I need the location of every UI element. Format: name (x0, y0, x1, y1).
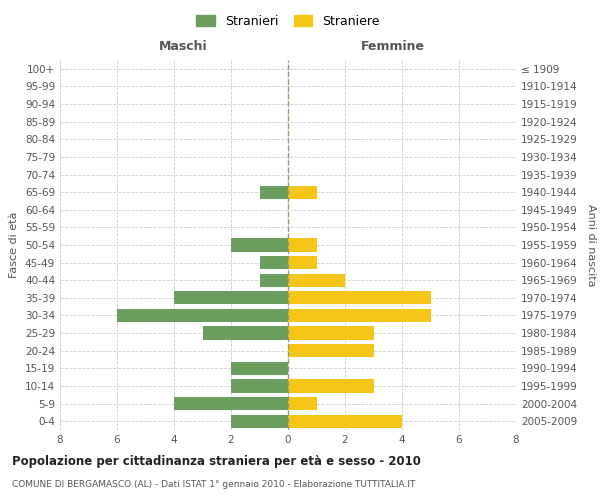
Text: Maschi: Maschi (159, 40, 208, 52)
Y-axis label: Fasce di età: Fasce di età (10, 212, 19, 278)
Bar (174, 291, 288, 304)
Bar (117, 309, 288, 322)
Bar (231, 238, 288, 252)
Bar (288, 326, 373, 340)
Text: Femmine: Femmine (361, 40, 425, 52)
Bar (231, 380, 288, 392)
Bar (288, 186, 317, 198)
Bar (288, 238, 317, 252)
Y-axis label: Anni di nascita: Anni di nascita (586, 204, 596, 286)
Bar (288, 309, 431, 322)
Bar (231, 414, 288, 428)
Bar (288, 291, 431, 304)
Bar (174, 397, 288, 410)
Bar (260, 274, 288, 287)
Text: COMUNE DI BERGAMASCO (AL) - Dati ISTAT 1° gennaio 2010 - Elaborazione TUTTITALIA: COMUNE DI BERGAMASCO (AL) - Dati ISTAT 1… (12, 480, 415, 489)
Bar (203, 326, 288, 340)
Bar (288, 414, 402, 428)
Bar (288, 380, 373, 392)
Text: Popolazione per cittadinanza straniera per età e sesso - 2010: Popolazione per cittadinanza straniera p… (12, 455, 421, 468)
Bar (260, 186, 288, 198)
Legend: Stranieri, Straniere: Stranieri, Straniere (193, 11, 383, 32)
Bar (288, 274, 345, 287)
Bar (288, 256, 317, 269)
Bar (288, 344, 373, 358)
Bar (288, 397, 317, 410)
Bar (231, 362, 288, 375)
Bar (260, 256, 288, 269)
